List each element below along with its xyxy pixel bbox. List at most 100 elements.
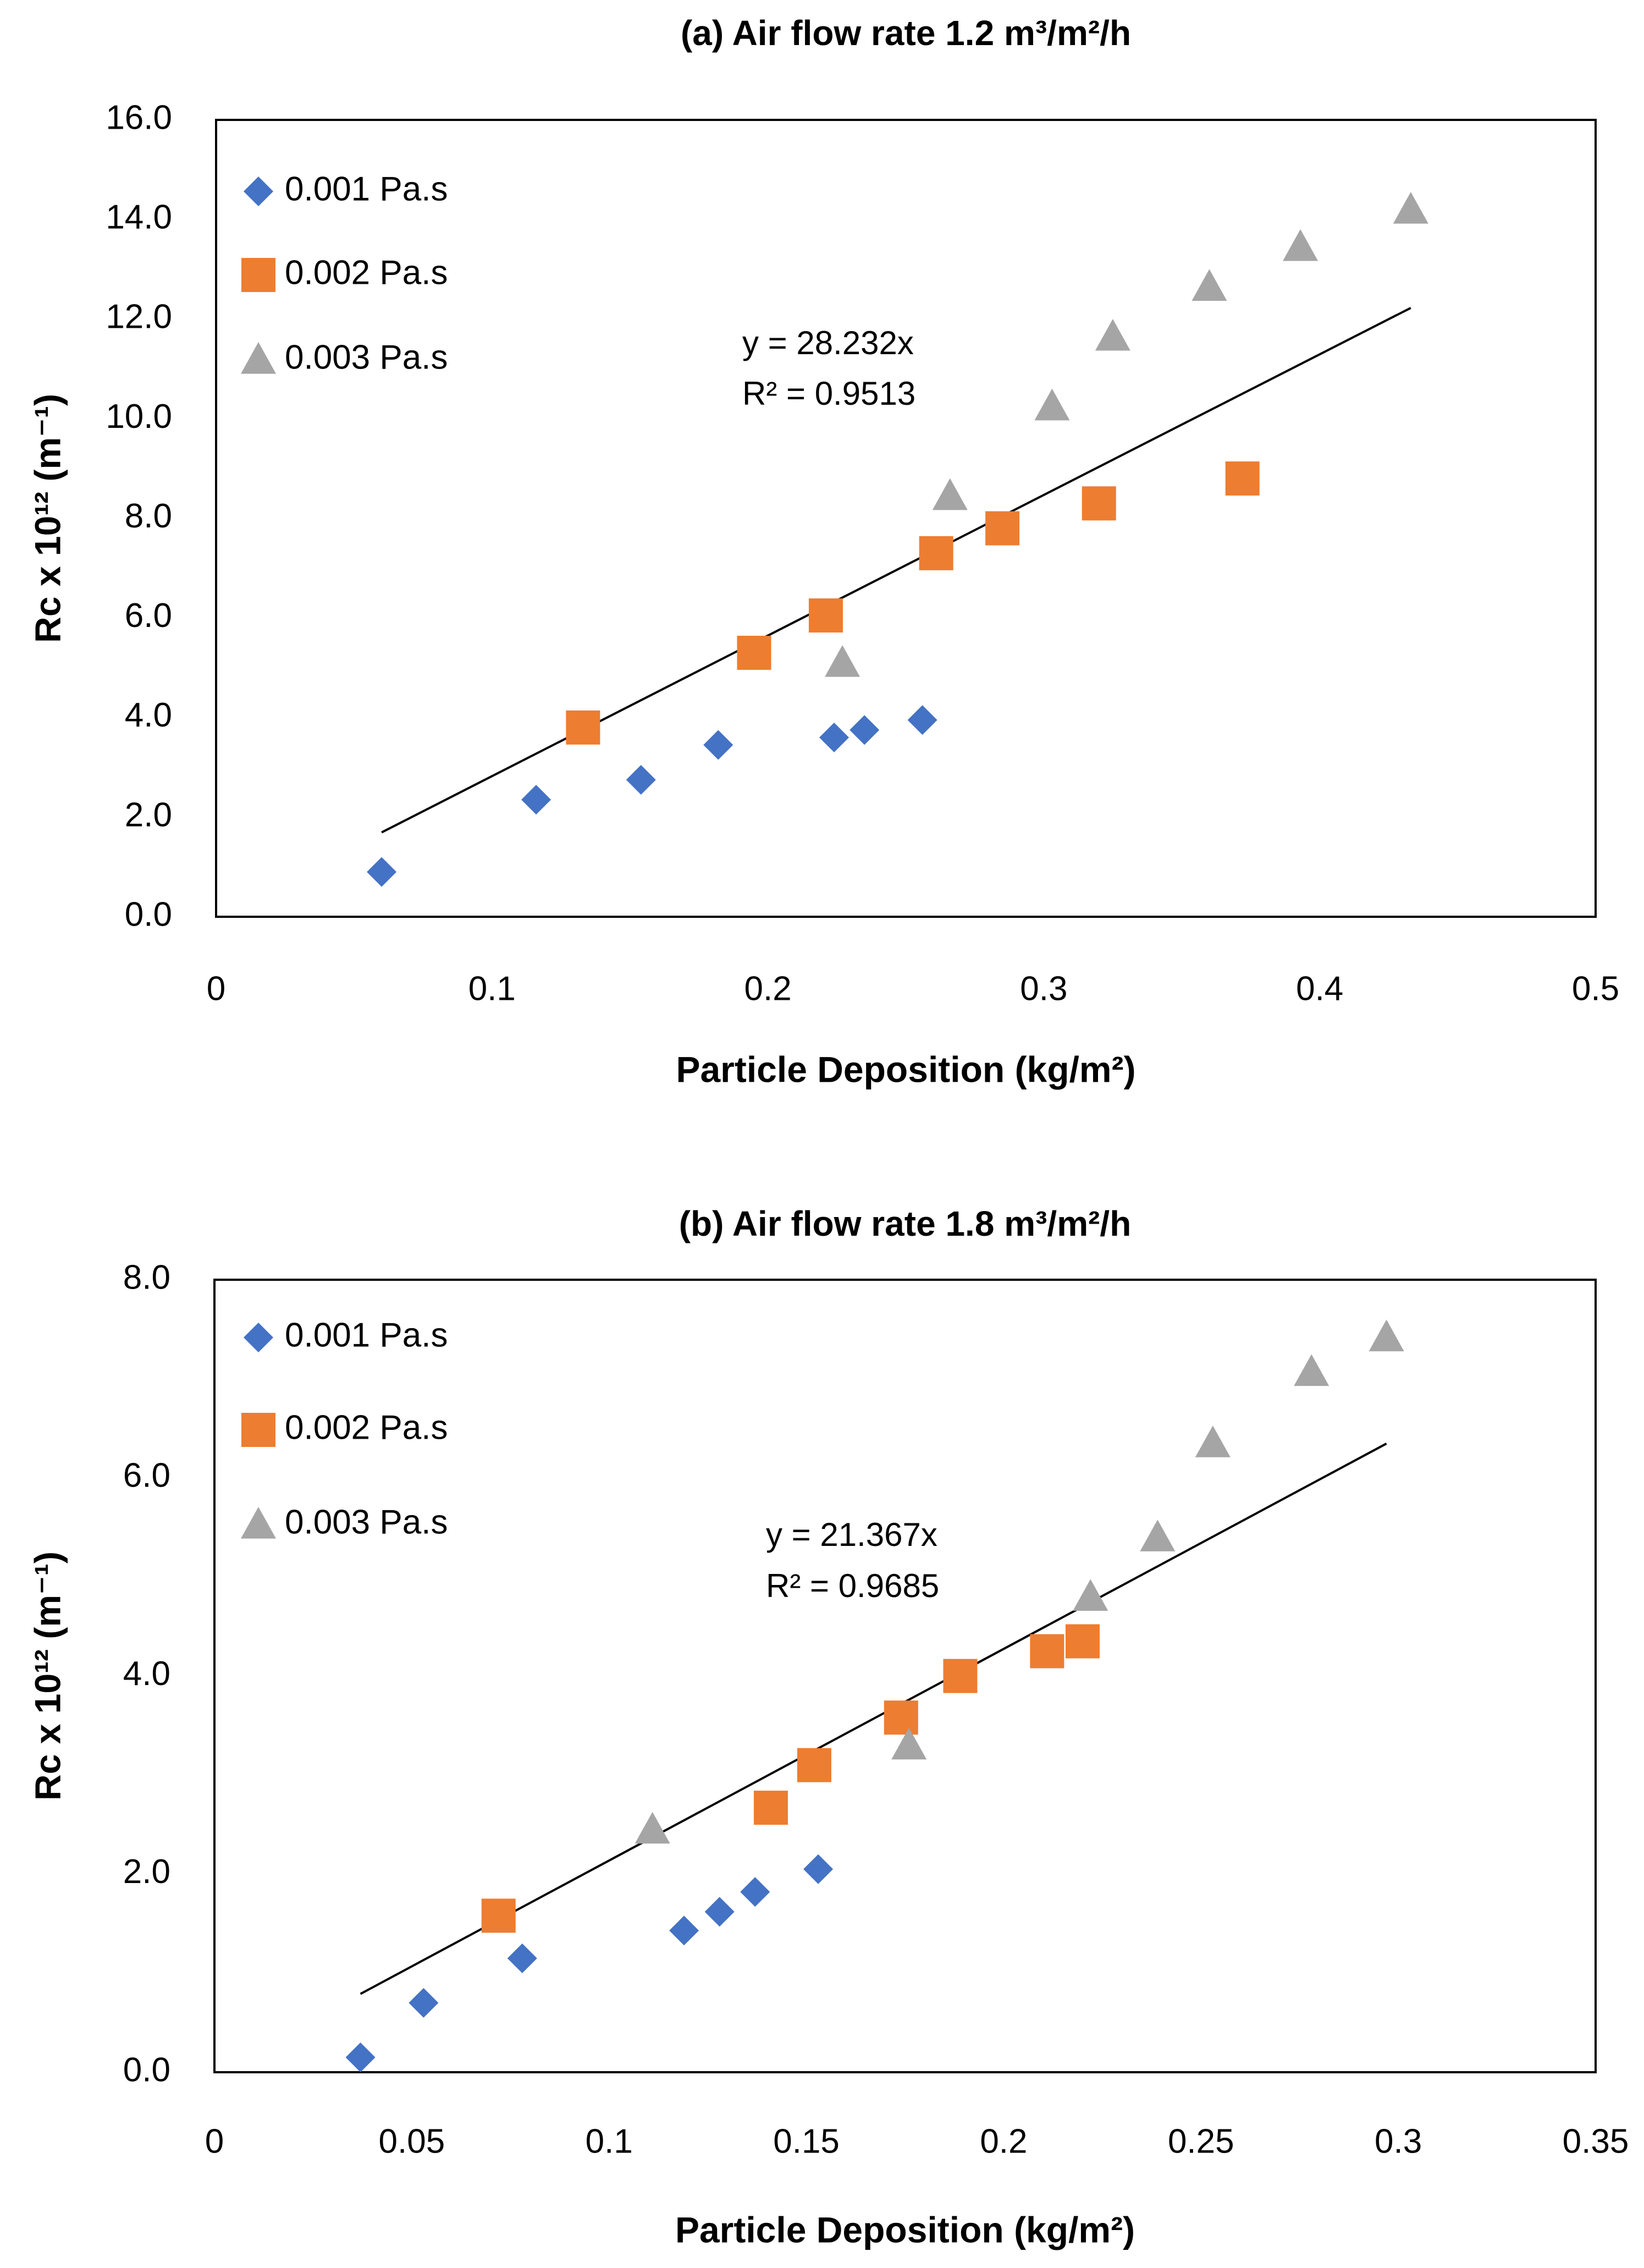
- data-point-triangle: [1034, 388, 1070, 421]
- series-diamond: [345, 1854, 834, 2072]
- legend-marker-square: [241, 1413, 275, 1447]
- y-tick-label: 4.0: [123, 1655, 170, 1693]
- y-tick-label: 0.0: [125, 895, 172, 933]
- data-point-square: [808, 598, 843, 633]
- data-point-triangle: [1073, 1579, 1108, 1611]
- trendline-r-squared: R² = 0.9513: [742, 375, 915, 412]
- y-tick-label: 0.0: [123, 2051, 170, 2089]
- data-point-diamond: [669, 1915, 699, 1946]
- data-point-diamond: [409, 1988, 439, 2018]
- legend-label: 0.002 Pa.s: [285, 254, 448, 291]
- data-point-diamond: [367, 857, 397, 887]
- x-tick-label: 0.1: [586, 2122, 633, 2160]
- data-point-triangle: [1393, 192, 1428, 224]
- data-point-triangle: [1294, 1354, 1329, 1386]
- data-point-diamond: [703, 730, 733, 760]
- data-point-triangle: [1140, 1520, 1176, 1551]
- data-point-triangle: [1369, 1319, 1404, 1352]
- x-tick-label: 0: [207, 970, 225, 1008]
- x-tick-label: 0.05: [379, 2122, 445, 2160]
- y-axis-label: Rc x 10¹² (m⁻¹): [27, 1551, 68, 1801]
- data-point-square: [1065, 1624, 1100, 1659]
- y-tick-label: 12.0: [106, 298, 172, 336]
- legend-item: 0.002 Pa.s: [241, 254, 448, 292]
- legend-item: 0.003 Pa.s: [241, 1503, 448, 1541]
- x-axis-label: Particle Deposition (kg/m²): [676, 1049, 1135, 1089]
- legend-label: 0.001 Pa.s: [285, 1316, 448, 1354]
- y-tick-label: 6.0: [125, 597, 172, 635]
- data-point-triangle: [1095, 318, 1130, 351]
- legend-marker-triangle: [241, 342, 276, 374]
- data-point-diamond: [345, 2042, 376, 2072]
- data-point-square: [566, 710, 600, 745]
- data-point-diamond: [803, 1854, 834, 1884]
- data-point-square: [884, 1700, 918, 1735]
- y-tick-label: 6.0: [123, 1457, 170, 1495]
- y-axis-ticks: 0.0 2.0 4.0 6.0 8.0: [123, 1258, 170, 2089]
- data-point-diamond: [626, 764, 656, 795]
- x-tick-label: 0.2: [980, 2122, 1027, 2160]
- legend-label: 0.002 Pa.s: [285, 1408, 448, 1446]
- legend-item: 0.001 Pa.s: [244, 170, 448, 208]
- series-square: [481, 1624, 1100, 1933]
- data-point-square: [481, 1898, 516, 1933]
- trendline: [381, 307, 1411, 834]
- x-tick-label: 0.3: [1020, 970, 1067, 1008]
- x-axis-label: Particle Deposition (kg/m²): [675, 2209, 1135, 2250]
- y-tick-label: 14.0: [106, 199, 172, 236]
- x-tick-label: 0.2: [744, 970, 791, 1008]
- legend-item: 0.002 Pa.s: [241, 1408, 448, 1447]
- data-point-square: [753, 1791, 788, 1825]
- data-point-diamond: [507, 1943, 537, 1973]
- data-point-square: [919, 536, 953, 570]
- x-tick-label: 0.5: [1572, 970, 1619, 1008]
- legend-marker-square: [241, 258, 275, 292]
- chart-title: (b) Air flow rate 1.8 m³/m²/h: [679, 1204, 1132, 1243]
- x-tick-label: 0.1: [468, 970, 516, 1008]
- data-point-diamond: [740, 1877, 770, 1907]
- trendline-r-squared: R² = 0.9685: [766, 1567, 939, 1604]
- series-square: [566, 461, 1260, 745]
- y-tick-label: 8.0: [125, 497, 172, 535]
- data-point-diamond: [907, 705, 937, 735]
- series-diamond: [367, 705, 937, 887]
- data-point-triangle: [1195, 1425, 1231, 1457]
- y-tick-label: 4.0: [125, 696, 172, 734]
- x-tick-label: 0.35: [1563, 2122, 1629, 2160]
- legend-item: 0.003 Pa.s: [241, 338, 448, 376]
- legend-label: 0.003 Pa.s: [285, 338, 448, 376]
- chart-b: (b) Air flow rate 1.8 m³/m²/h 0.0 2.0 4.0 6.…: [27, 1204, 1629, 2250]
- x-tick-label: 0.25: [1168, 2122, 1234, 2160]
- data-point-square: [985, 511, 1020, 546]
- x-axis-ticks: 0 0.05 0.1 0.15 0.2 0.25 0.3 0.35: [205, 2122, 1629, 2160]
- legend-marker-triangle: [241, 1507, 276, 1539]
- trendline: [360, 1443, 1387, 1995]
- legend-marker-diamond: [244, 1323, 273, 1352]
- series-triangle: [825, 192, 1428, 677]
- y-axis-ticks: 0.0 2.0 4.0 6.0 8.0 10.0 12.0 14.0 16.0: [106, 98, 172, 933]
- chart-a: (a) Air flow rate 1.2 m³/m²/h 0.0 2.0 4.0 6.…: [27, 13, 1619, 1090]
- trendline-equation: y = 28.232x: [742, 324, 914, 361]
- x-tick-label: 0.15: [773, 2122, 840, 2160]
- legend-marker-diamond: [244, 177, 273, 206]
- data-point-diamond: [819, 722, 849, 752]
- legend-label: 0.003 Pa.s: [285, 1503, 448, 1541]
- data-point-square: [943, 1659, 978, 1693]
- trendline-equation: y = 21.367x: [766, 1516, 937, 1553]
- series-triangle: [635, 1319, 1404, 1844]
- plot-area-frame: [213, 1279, 1597, 2073]
- y-tick-label: 2.0: [125, 796, 172, 834]
- data-point-triangle: [1191, 269, 1227, 301]
- x-axis-ticks: 0 0.1 0.2 0.3 0.4 0.5: [207, 970, 1619, 1008]
- legend-item: 0.001 Pa.s: [244, 1316, 448, 1354]
- data-point-square: [737, 636, 771, 670]
- y-axis-label: Rc x 10¹² (m⁻¹): [27, 394, 68, 643]
- data-point-diamond: [704, 1897, 735, 1927]
- y-tick-label: 10.0: [106, 398, 172, 436]
- x-tick-label: 0.4: [1296, 970, 1343, 1008]
- data-point-diamond: [849, 715, 880, 745]
- legend: 0.001 Pa.s 0.002 Pa.s 0.003 Pa.s: [241, 170, 448, 376]
- data-point-square: [1082, 486, 1116, 521]
- plot-area-frame: [215, 119, 1597, 918]
- data-point-diamond: [521, 785, 551, 815]
